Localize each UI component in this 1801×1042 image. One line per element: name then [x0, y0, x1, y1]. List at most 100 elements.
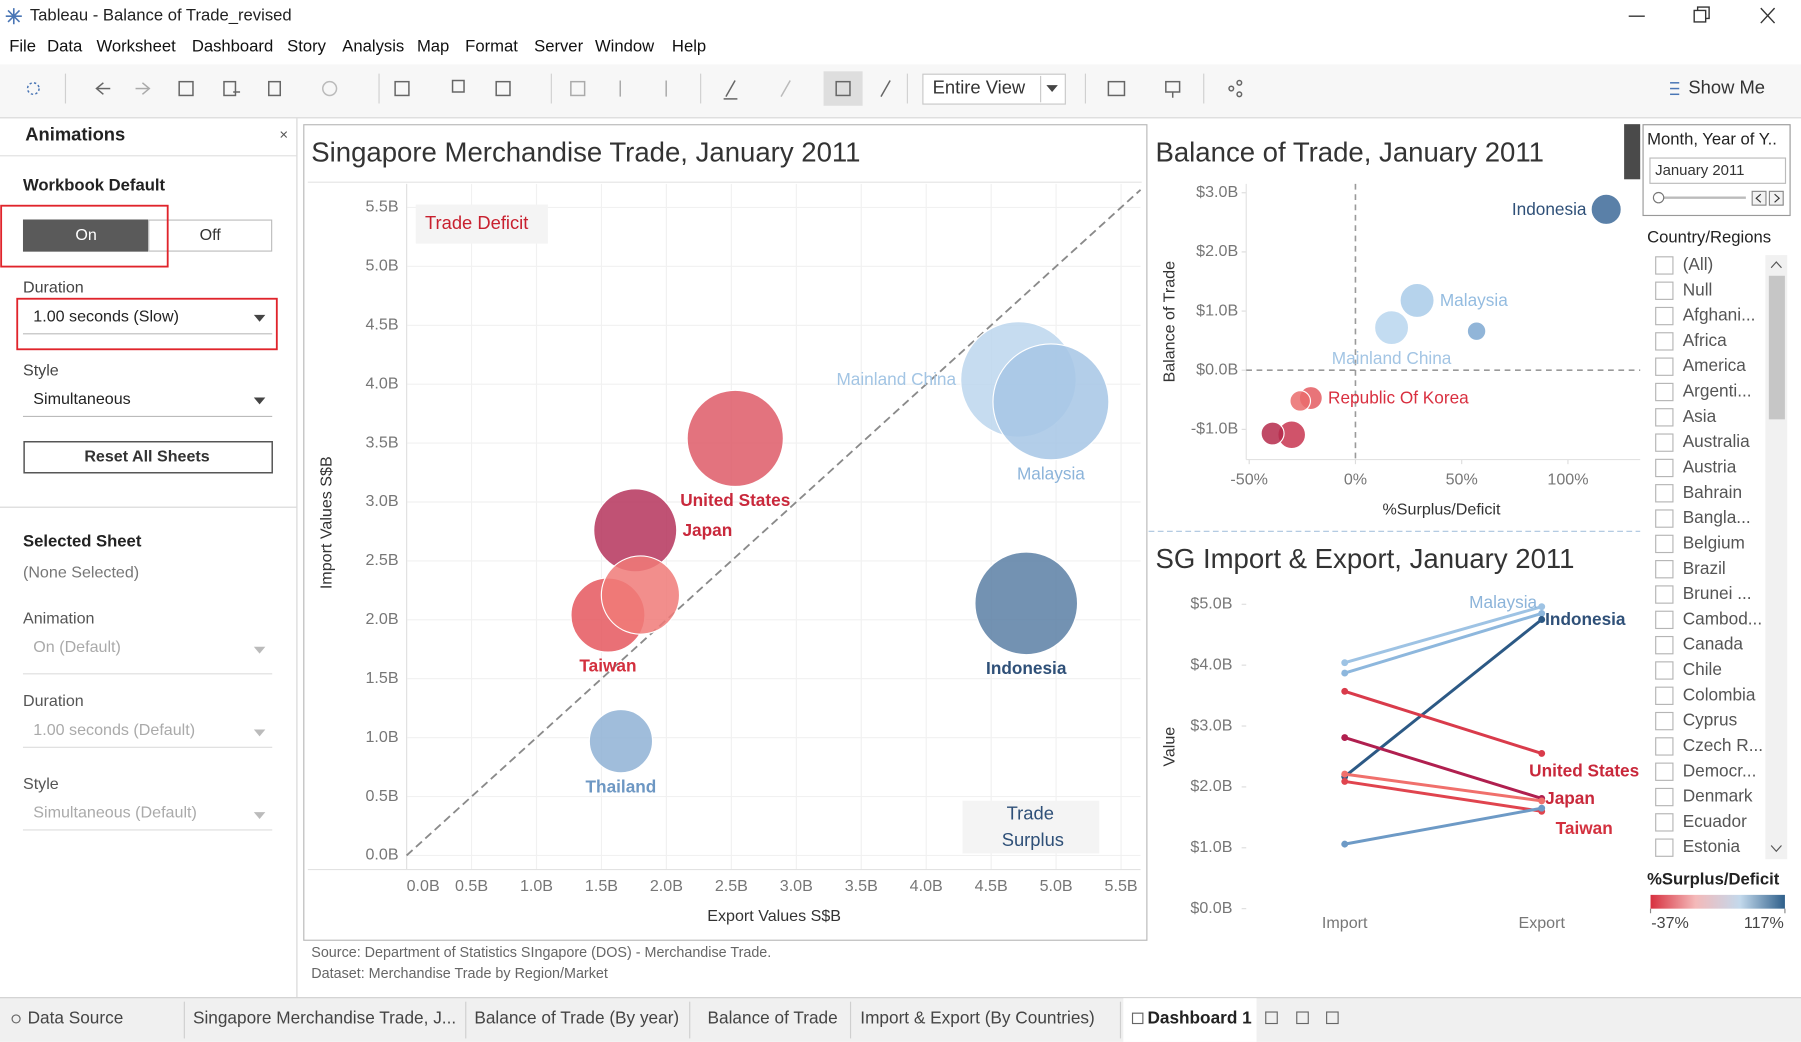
- menu-item[interactable]: Analysis: [342, 37, 404, 56]
- bubble[interactable]: [600, 555, 681, 635]
- checkbox[interactable]: [1655, 534, 1674, 554]
- menu-item[interactable]: Window: [595, 37, 655, 56]
- toolbar-icons[interactable]: [26, 71, 1680, 106]
- checkbox[interactable]: [1655, 332, 1674, 351]
- filter-controls[interactable]: [1624, 124, 1641, 180]
- sheet-tab[interactable]: Singapore Merchandise Trade, J...: [193, 1007, 456, 1027]
- sheet-tab[interactable]: Import & Export (By Countries): [860, 1007, 1094, 1027]
- checkbox[interactable]: [1655, 433, 1674, 452]
- checkbox[interactable]: [1655, 484, 1674, 503]
- checkbox[interactable]: [1655, 610, 1674, 630]
- checkbox[interactable]: [1655, 408, 1674, 427]
- scroll-up[interactable]: [1770, 261, 1782, 269]
- sheet-tab[interactable]: Balance of Trade (By year): [474, 1007, 679, 1027]
- window-controls[interactable]: [1628, 6, 1776, 24]
- checkbox[interactable]: [1655, 838, 1674, 857]
- bubble[interactable]: [992, 343, 1110, 461]
- month-input[interactable]: [1649, 157, 1787, 184]
- scroll-thumb[interactable]: [1768, 275, 1785, 420]
- fit-dropdown[interactable]: [922, 73, 1066, 105]
- off-button[interactable]: [148, 219, 273, 252]
- filter-option[interactable]: Canada: [1683, 634, 1744, 654]
- checkbox[interactable]: [1655, 711, 1674, 731]
- active-tab[interactable]: [1123, 998, 1257, 1042]
- filter-option[interactable]: Africa: [1683, 330, 1727, 350]
- checkbox[interactable]: [1655, 661, 1674, 680]
- series-line[interactable]: [1343, 618, 1543, 778]
- bubble[interactable]: [1289, 390, 1312, 412]
- filter-option[interactable]: Democr...: [1683, 760, 1757, 780]
- on-label[interactable]: On: [75, 226, 96, 244]
- dropdown-value[interactable]: Simultaneous: [33, 390, 130, 408]
- menu-item[interactable]: Format: [465, 37, 518, 56]
- bubble[interactable]: [1466, 321, 1487, 342]
- on-button[interactable]: [22, 219, 149, 252]
- dropdown-arrow[interactable]: [1046, 85, 1058, 92]
- menu-item[interactable]: Data: [47, 37, 83, 56]
- filter-option[interactable]: Australia: [1683, 431, 1750, 451]
- filter-option[interactable]: Null: [1683, 279, 1713, 299]
- bubble[interactable]: [1260, 421, 1285, 446]
- filter-option[interactable]: Brunei ...: [1683, 583, 1752, 603]
- close-button[interactable]: ×: [279, 127, 288, 144]
- bubble[interactable]: [1374, 310, 1410, 346]
- bubble[interactable]: [1590, 193, 1622, 225]
- bubble[interactable]: [588, 708, 654, 774]
- series-line[interactable]: [1344, 689, 1543, 755]
- filter-option[interactable]: Belgium: [1683, 532, 1745, 552]
- checkbox[interactable]: [1655, 256, 1674, 275]
- filter-option[interactable]: Chile: [1683, 659, 1722, 679]
- filter-option[interactable]: Afghani...: [1683, 305, 1756, 325]
- checkbox[interactable]: [1655, 737, 1674, 756]
- filter-option[interactable]: Ecuador: [1683, 811, 1747, 831]
- menu-item[interactable]: Map: [417, 37, 449, 56]
- checkbox[interactable]: [1655, 281, 1674, 300]
- filter-option[interactable]: Czech R...: [1683, 735, 1763, 755]
- filter-option[interactable]: Asia: [1683, 406, 1717, 426]
- filter-option[interactable]: Brazil: [1683, 558, 1726, 578]
- sheet-tab[interactable]: Balance of Trade: [708, 1007, 838, 1027]
- checkbox[interactable]: [1655, 458, 1674, 478]
- filter-option[interactable]: Cambod...: [1683, 608, 1762, 628]
- bubble[interactable]: [974, 551, 1079, 656]
- slider-handle[interactable]: [1652, 191, 1665, 204]
- dropdown-arrow[interactable]: [253, 314, 266, 322]
- checkbox[interactable]: [1655, 306, 1674, 326]
- filter-option[interactable]: America: [1683, 355, 1747, 375]
- series-line[interactable]: [1344, 772, 1542, 803]
- filter-option[interactable]: Denmark: [1683, 786, 1753, 806]
- filter-option[interactable]: (All): [1683, 254, 1714, 274]
- sheet-tab[interactable]: Dashboard 1: [1147, 1007, 1252, 1027]
- menu-item[interactable]: Dashboard: [192, 37, 273, 56]
- series-line[interactable]: [1344, 736, 1543, 800]
- scroll-down[interactable]: [1770, 845, 1782, 853]
- next-button[interactable]: [1768, 190, 1784, 206]
- series-line[interactable]: [1344, 605, 1543, 665]
- series-line[interactable]: [1344, 611, 1543, 675]
- reset-button[interactable]: [23, 441, 273, 474]
- filter-option[interactable]: Cyprus: [1683, 710, 1738, 730]
- menu-item[interactable]: Worksheet: [96, 37, 176, 56]
- series-line[interactable]: [1344, 779, 1542, 813]
- fit-label[interactable]: Entire View: [933, 76, 1026, 97]
- filter-option[interactable]: Estonia: [1683, 836, 1741, 856]
- dropdown-arrow[interactable]: [253, 397, 266, 405]
- filter-option[interactable]: Bangla...: [1683, 507, 1751, 527]
- menu-item[interactable]: File: [9, 37, 36, 56]
- show-me[interactable]: Show Me: [1688, 76, 1765, 97]
- filter-option[interactable]: Austria: [1683, 457, 1737, 477]
- tab-icons[interactable]: [11, 1011, 1339, 1025]
- checkbox[interactable]: [1655, 762, 1674, 781]
- checkbox[interactable]: [1655, 787, 1674, 807]
- off-label[interactable]: Off: [200, 226, 222, 244]
- checkbox[interactable]: [1655, 585, 1674, 604]
- filter-option[interactable]: Bahrain: [1683, 482, 1742, 502]
- checkbox[interactable]: [1655, 635, 1674, 655]
- menu-item[interactable]: Story: [287, 37, 327, 56]
- bubble[interactable]: [686, 389, 784, 488]
- reset-label[interactable]: Reset All Sheets: [84, 448, 209, 466]
- prev-button[interactable]: [1751, 190, 1767, 206]
- checkbox[interactable]: [1655, 686, 1674, 705]
- checkbox[interactable]: [1655, 509, 1674, 528]
- menu-item[interactable]: Help: [672, 37, 706, 56]
